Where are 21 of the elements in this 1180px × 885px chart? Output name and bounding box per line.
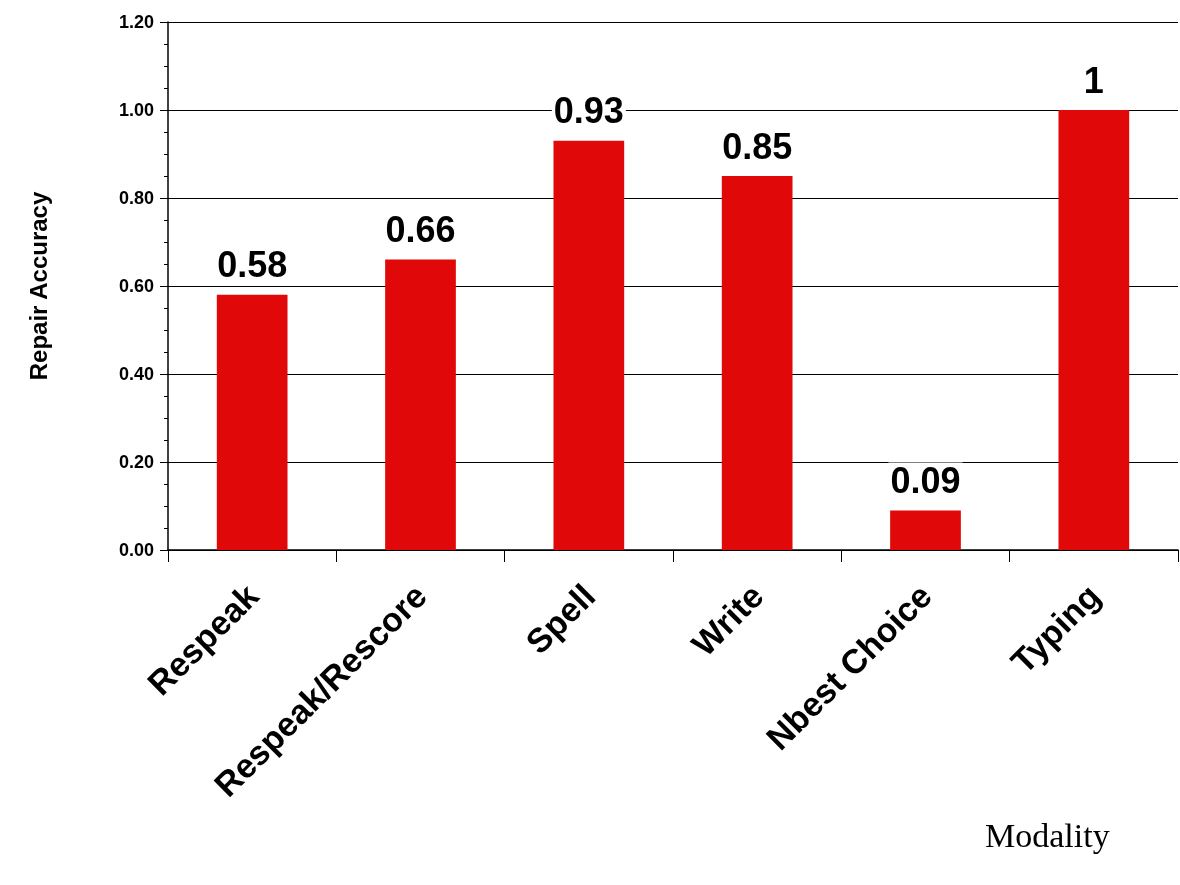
y-tick-label: 0.80 — [118, 188, 154, 208]
bar — [216, 294, 288, 550]
y-tick-label: 0.00 — [118, 540, 154, 560]
data-label: 0.85 — [722, 125, 793, 167]
bar — [890, 510, 961, 550]
y-tick-label: 0.20 — [118, 452, 154, 472]
data-label: 0.09 — [890, 459, 961, 501]
y-tick-label: 1.00 — [118, 100, 154, 120]
data-label: 0.66 — [385, 209, 456, 251]
y-tick-label: 1.20 — [118, 12, 154, 32]
bar — [553, 140, 625, 550]
data-label: 0.93 — [553, 90, 624, 132]
y-axis-title: Repair Accuracy — [24, 191, 52, 381]
bar — [1058, 110, 1130, 550]
y-tick-label: 0.60 — [118, 276, 154, 296]
bar — [721, 176, 793, 550]
data-label: 1 — [1083, 59, 1104, 101]
data-label: 0.58 — [217, 244, 288, 286]
bar — [385, 259, 456, 550]
y-tick-label: 0.40 — [118, 364, 154, 384]
x-axis-title: Modality — [985, 816, 1110, 854]
